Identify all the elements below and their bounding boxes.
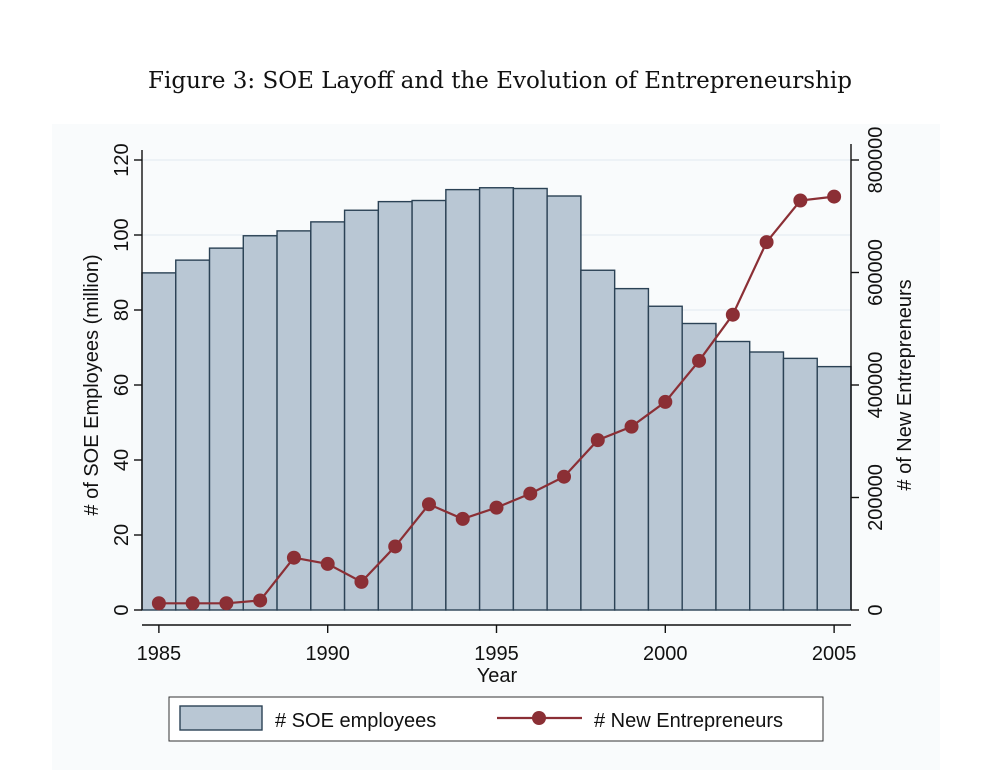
x-tick-label-2005: 2005: [812, 643, 857, 665]
bar-1991: [343, 209, 380, 611]
y-left-tick-label-120: 120: [111, 143, 133, 176]
point-1986: [185, 596, 200, 611]
y-right-tick-label-400000: 400000: [865, 352, 887, 419]
point-1992: [388, 539, 403, 554]
point-1998: [590, 433, 605, 448]
axes: 0 20 40 60 80 100 120 0 200000 400000 600000 800000…: [111, 127, 887, 665]
bar-2002: [715, 340, 751, 611]
point-1996: [523, 486, 538, 501]
figure-title: Figure 3: SOE Layoff and the Evolution o…: [148, 68, 852, 94]
legend-label-soe-employees: # SOE employees: [275, 710, 436, 732]
bar-2005: [816, 365, 852, 611]
bar-2004: [782, 357, 818, 611]
bar-1993: [411, 199, 447, 611]
point-1993: [421, 497, 436, 512]
bar-1996: [512, 187, 548, 611]
point-2003: [759, 235, 774, 250]
y-right-tick-label-0: 0: [865, 604, 887, 615]
y-axis-right-title: # of New Entrepreneurs: [894, 279, 916, 490]
legend-label-new-entrepreneurs: # New Entrepreneurs: [594, 710, 783, 732]
legend-box: [168, 696, 824, 742]
y-axis-left-title: # of SOE Employees (million): [81, 254, 103, 515]
legend: # SOE employees # New Entrepreneurs: [168, 696, 824, 742]
line-series: [151, 189, 842, 611]
point-2001: [692, 353, 707, 368]
bar-series: [141, 187, 852, 611]
bar-2000: [647, 305, 683, 611]
point-1997: [557, 469, 572, 484]
y-right-tick-label-800000: 800000: [865, 127, 887, 194]
point-1990: [320, 556, 335, 571]
y-right-tick-label-200000: 200000: [865, 464, 887, 531]
bar-2003: [749, 351, 785, 611]
y-left-tick-label-20: 20: [111, 524, 133, 546]
bar-1986: [175, 259, 211, 611]
y-left-tick-label-80: 80: [111, 299, 133, 321]
point-1991: [354, 574, 369, 589]
bar-1988: [242, 235, 278, 611]
bar-2001: [681, 322, 717, 611]
y-left-tick-label-0: 0: [111, 604, 133, 615]
x-tick-label-1995: 1995: [474, 643, 519, 665]
x-tick-label-2000: 2000: [643, 643, 688, 665]
point-1985: [151, 596, 166, 611]
bar-1997: [546, 195, 582, 611]
legend-line-marker: [532, 711, 546, 725]
bar-1995: [478, 187, 515, 611]
bar-1987: [208, 247, 244, 611]
point-1987: [219, 596, 234, 611]
point-1995: [489, 500, 504, 515]
bar-1985: [141, 272, 177, 611]
y-left-tick-label-60: 60: [111, 374, 133, 396]
y-left-tick-label-40: 40: [111, 449, 133, 471]
point-1988: [253, 593, 268, 608]
point-2005: [827, 189, 842, 204]
x-tick-label-1985: 1985: [137, 643, 182, 665]
bar-1999: [613, 287, 650, 611]
point-1999: [624, 419, 639, 434]
y-left-tick-label-100: 100: [111, 218, 133, 251]
bar-1990: [310, 221, 346, 611]
point-2000: [658, 394, 673, 409]
x-axis-title: Year: [477, 665, 518, 687]
point-2004: [793, 193, 808, 208]
bar-1994: [445, 188, 481, 611]
point-2002: [725, 307, 740, 322]
point-1989: [286, 550, 301, 565]
legend-bar-swatch: [179, 705, 263, 731]
point-1994: [455, 511, 470, 526]
x-tick-label-1990: 1990: [305, 643, 350, 665]
y-right-tick-label-600000: 600000: [865, 239, 887, 306]
